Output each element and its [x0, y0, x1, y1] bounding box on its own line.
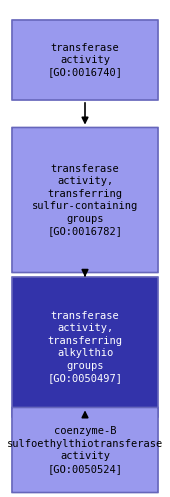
Text: transferase
activity,
transferring
sulfur-containing
groups
[GO:0016782]: transferase activity, transferring sulfu… — [32, 164, 138, 236]
Text: coenzyme-B
sulfoethylthiotransferase
activity
[GO:0050524]: coenzyme-B sulfoethylthiotransferase act… — [7, 426, 163, 474]
Text: transferase
activity,
transferring
alkylthio
groups
[GO:0050497]: transferase activity, transferring alkyl… — [47, 311, 123, 383]
FancyBboxPatch shape — [12, 277, 158, 417]
FancyBboxPatch shape — [12, 127, 158, 272]
FancyBboxPatch shape — [12, 408, 158, 493]
Text: transferase
activity
[GO:0016740]: transferase activity [GO:0016740] — [47, 43, 123, 78]
FancyBboxPatch shape — [12, 20, 158, 100]
